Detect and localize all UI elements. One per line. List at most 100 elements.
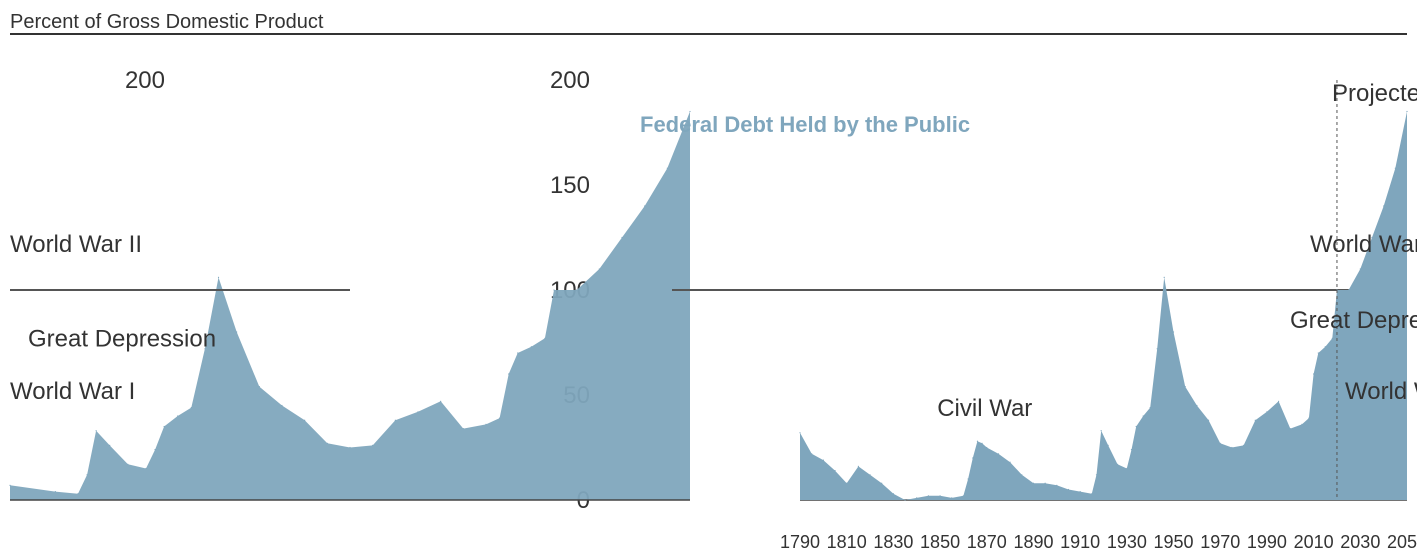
y-tick-label: 200 [550,67,590,94]
x-tick-label: 1850 [920,532,960,552]
inset-data-point [9,484,11,486]
data-point [1301,423,1303,425]
y-tick-label: 150 [550,172,590,199]
inset-data-point [666,167,668,169]
data-point [811,453,813,455]
x-tick-label: 1790 [780,532,820,552]
data-point [1308,417,1310,419]
data-point [1184,386,1186,388]
data-point [1100,430,1102,432]
x-tick-label: 1870 [967,532,1007,552]
x-tick-label: 2030 [1340,532,1380,552]
data-point [1371,236,1373,239]
data-point [1289,428,1291,430]
data-point [967,478,969,480]
data-point [972,457,974,459]
data-point [904,499,906,501]
inset-series-area-debt [10,111,690,500]
data-point [1130,449,1133,451]
data-point [1406,110,1408,113]
inset-data-point [95,430,97,432]
data-point [1009,461,1011,463]
data-point [1383,205,1385,207]
annotation-label: World War I [1345,378,1417,405]
data-point [846,482,848,484]
inset-data-point [326,442,328,444]
data-point [1331,337,1333,339]
annotation-label: World War I [10,378,135,405]
inset-data-point [86,474,88,476]
inset-panel: Federal Debt Held by the Public 200 [9,67,970,501]
data-point [1067,488,1070,491]
data-point [1091,493,1093,495]
inset-data-point [576,289,578,291]
inset-data-point [154,449,156,451]
inset-y-tick-label: 200 [125,67,165,94]
data-point [997,453,1000,455]
data-point [1242,444,1245,446]
inset-data-point [145,467,147,470]
annotation-label: Projected [1332,80,1417,107]
data-point [1095,474,1098,476]
inset-data-point [190,407,192,409]
data-point [1317,352,1319,354]
x-tick-label: 1970 [1200,532,1240,552]
inset-data-point [508,373,510,375]
data-point [892,493,894,495]
inset-title: Federal Debt Held by the Public [640,112,970,137]
data-point [1116,463,1119,465]
annotation-label: Great Depression [1290,307,1417,334]
data-point [822,459,824,461]
inset-data-point [689,110,691,113]
inset-data-point [417,411,419,413]
data-point [1172,331,1175,333]
inset-data-point [462,428,464,430]
annotation-label: World War II [1310,231,1417,258]
data-point [869,474,871,476]
data-point [1359,268,1361,270]
x-tick-label: 1830 [873,532,913,552]
inset-data-point [349,446,351,449]
data-point [1324,346,1326,348]
inset-data-point [544,337,546,339]
x-tick-label: 2050 [1387,532,1417,552]
data-point [1107,444,1109,446]
data-point [834,470,836,472]
data-point [1135,425,1137,428]
data-point [976,440,979,442]
inset-data-point [204,348,206,350]
main-panel [672,80,1408,501]
inset-data-point [236,331,238,333]
inset-data-point [54,491,56,493]
data-point [951,497,953,499]
inset-data-point [621,236,623,239]
inset-data-point [394,419,396,421]
data-point [962,495,965,497]
x-tick-label: 1890 [1013,532,1053,552]
inset-data-point [598,268,600,270]
inset-data-point [177,415,179,417]
chart-title: Percent of Gross Domestic Product [10,11,324,33]
inset-data-point [517,352,519,354]
annotations: Civil War World War I Great Depression Worl… [10,80,1417,422]
inset-data-point [485,423,487,425]
data-point [1277,400,1280,402]
data-point [1079,491,1081,493]
data-point [1196,404,1198,407]
inset-data-point [440,400,442,402]
annotation-label: World War II [10,231,142,258]
data-point [1313,373,1315,375]
x-axis-ticks: 1790 1810 1830 1850 1870 1890 1910 1930 1950 1970… [780,532,1417,552]
x-tick-label: 2010 [1294,532,1334,552]
data-point [927,495,930,497]
inset-data-point [372,444,374,446]
inset-data-point [127,463,129,465]
data-point [857,465,859,467]
data-point [1348,289,1350,291]
inset-data-point [77,493,79,495]
data-point [1149,407,1151,409]
inset-data-point [281,404,283,407]
inset-data-point [499,417,501,419]
inset-data-point [304,419,306,421]
data-point [1126,467,1128,470]
